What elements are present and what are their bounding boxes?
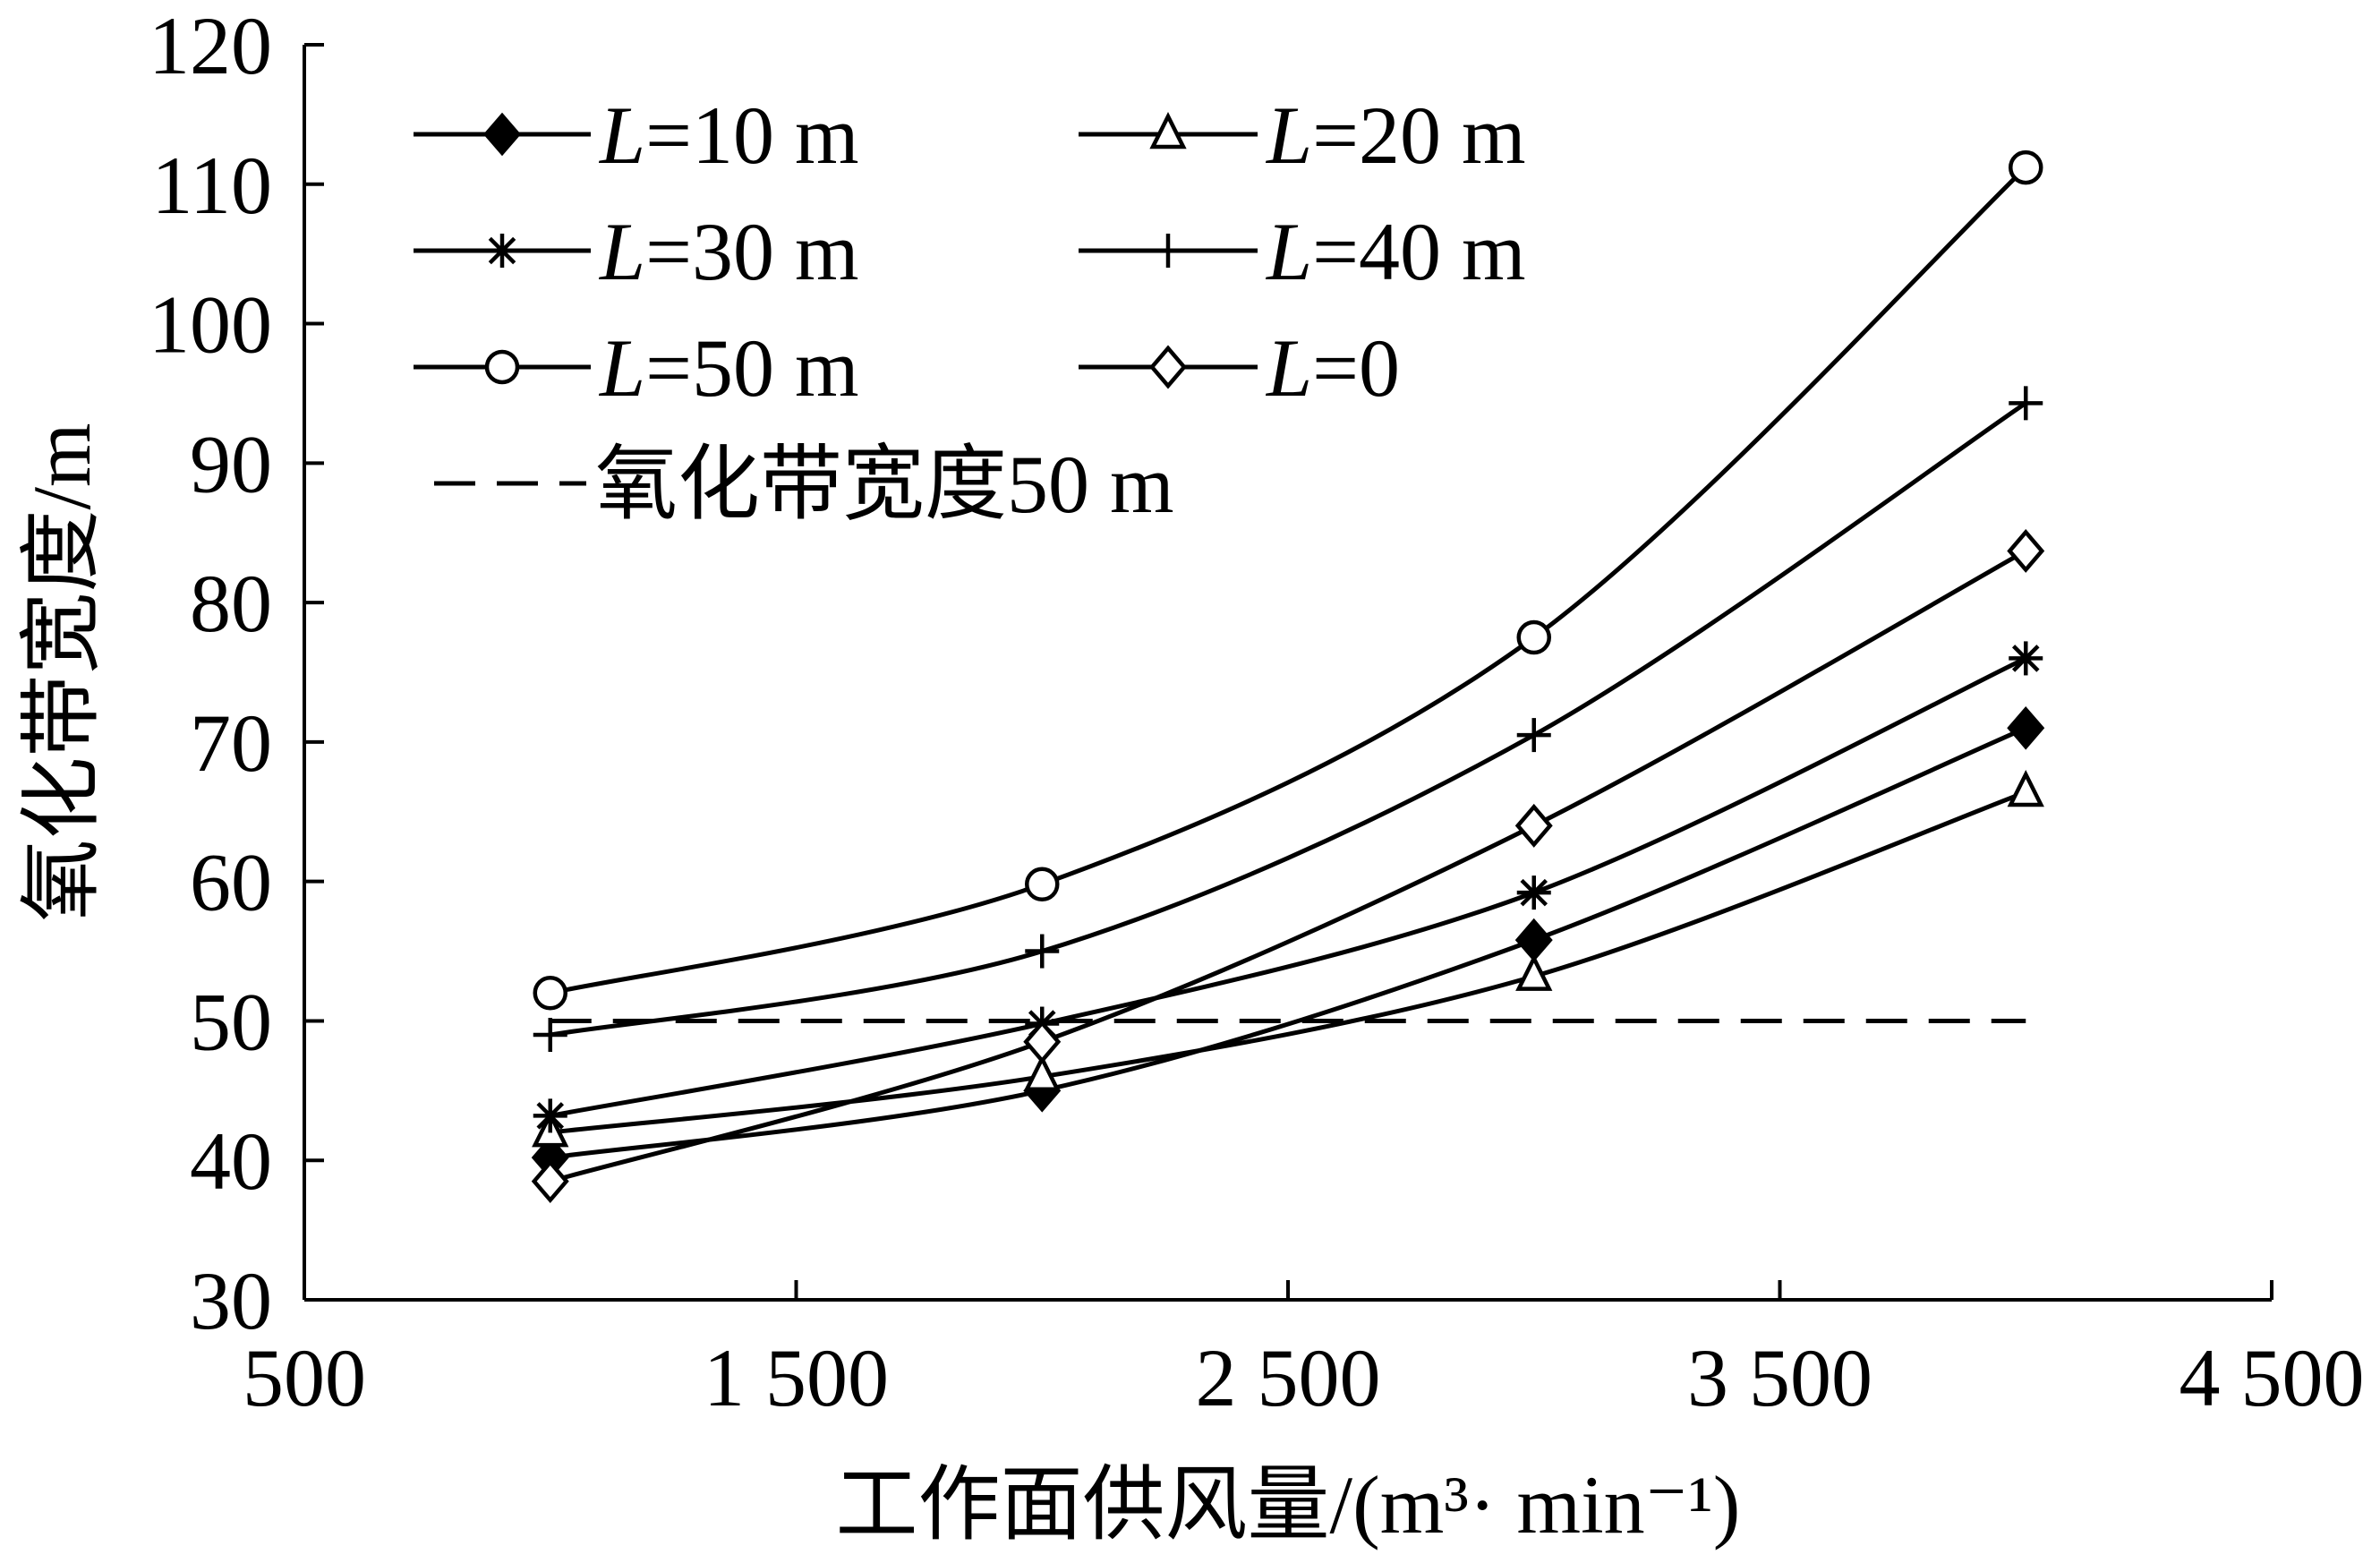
legend-label: L=40 m (1265, 206, 1526, 297)
y-tick-label: 60 (190, 837, 272, 928)
legend-label-value: =10 m (645, 90, 858, 181)
data-point (1516, 718, 1551, 753)
data-point (2007, 706, 2045, 750)
data-point (1514, 918, 1553, 962)
data-point (2009, 386, 2043, 421)
series-1 (532, 769, 2044, 1148)
y-tick-label: 100 (149, 279, 272, 371)
y-tick-label: 90 (190, 418, 272, 509)
series-line (550, 549, 2027, 1183)
y-tick-label: 110 (151, 140, 272, 231)
y-tick-label: 50 (190, 976, 272, 1067)
legend-label-variable: L (1265, 90, 1312, 181)
series-3 (533, 386, 2043, 1053)
legend-item: L=50 m (414, 322, 859, 414)
axes (303, 43, 2273, 1302)
data-point (533, 1098, 567, 1133)
series-group (531, 149, 2045, 1204)
legend-label-value: =30 m (645, 206, 858, 297)
data-point (1025, 867, 1060, 902)
legend-label: L=50 m (598, 322, 859, 414)
series-2 (533, 641, 2043, 1133)
data-point (485, 234, 519, 268)
legend-label-variable: L (598, 90, 645, 181)
data-point (1025, 934, 1060, 969)
y-tick-label: 80 (190, 558, 272, 649)
data-point (533, 1018, 567, 1053)
x-tick-label: 3 500 (1687, 1332, 1872, 1423)
data-point (1149, 111, 1187, 149)
data-point (2009, 641, 2043, 676)
y-axis-title: 氧化带宽度/m (16, 423, 107, 921)
series-line (550, 656, 2027, 1118)
legend-label-value: =40 m (1312, 206, 1525, 297)
legend-item: L=0 (1079, 322, 1400, 414)
series-line (550, 401, 2027, 1038)
y-tick-label: 70 (190, 697, 272, 789)
legend-label-value: =0 (1312, 322, 1400, 414)
legend-label: L=10 m (598, 90, 859, 181)
data-point (1516, 875, 1551, 910)
data-point (2007, 769, 2044, 807)
asterisk-stroke (2011, 645, 2040, 672)
data-point (484, 349, 520, 385)
legend-label-value: =50 m (645, 322, 858, 414)
data-point (533, 976, 567, 1011)
data-point (1023, 1054, 1061, 1092)
legend-item-reference: 氧化带宽度50 m (434, 439, 1174, 530)
legend-label-variable: L (598, 206, 645, 297)
series-5 (531, 529, 2045, 1204)
asterisk-stroke (488, 236, 516, 265)
legend-label: L=0 (1265, 322, 1400, 414)
x-axis-title: 工作面供风量/(m³· min⁻¹) (836, 1459, 1741, 1550)
legend-label-variable: L (1265, 206, 1312, 297)
series-line (550, 790, 2027, 1135)
y-tick-label: 120 (149, 0, 272, 91)
series-4 (533, 149, 2043, 1011)
data-point (1516, 619, 1551, 655)
y-tick-label: 30 (190, 1255, 272, 1346)
legend-label: L=30 m (598, 206, 859, 297)
legend-label: 氧化带宽度50 m (595, 439, 1174, 530)
legend-item: L=10 m (414, 90, 859, 181)
data-point (1023, 1020, 1062, 1064)
data-point (1151, 234, 1185, 268)
y-tick-label: 40 (190, 1115, 272, 1207)
x-tick-label: 1 500 (704, 1332, 889, 1423)
tick-labels: 30 40 50 60 70 80 90 100 110 120 500 1 500 2 500 3 50… (149, 0, 2365, 1423)
legend-label-value: =20 m (1312, 90, 1525, 181)
legend-item: L=20 m (1079, 90, 1526, 181)
data-point (1515, 953, 1553, 991)
legend-item: L=30 m (414, 206, 859, 297)
series-line (550, 166, 2027, 995)
data-point (531, 1159, 569, 1204)
data-point (1514, 803, 1553, 848)
legend-label-variable: L (598, 322, 645, 414)
legend-item: L=40 m (1079, 206, 1526, 297)
data-point (2007, 529, 2045, 573)
legend: L=10 m L=20 mL=30 m L=40 mL=50 m L=0氧化带宽度50… (414, 90, 1526, 530)
data-point (2009, 149, 2043, 185)
x-tick-label: 4 500 (2180, 1332, 2365, 1423)
data-point (1149, 345, 1187, 389)
asterisk-stroke (536, 1102, 565, 1130)
data-point (483, 112, 521, 157)
legend-label: L=20 m (1265, 90, 1526, 181)
series-line (550, 726, 2027, 1160)
legend-label-variable: L (1265, 322, 1312, 414)
x-tick-label: 2 500 (1196, 1332, 1381, 1423)
x-tick-label: 500 (243, 1332, 366, 1423)
asterisk-stroke (1520, 878, 1548, 907)
